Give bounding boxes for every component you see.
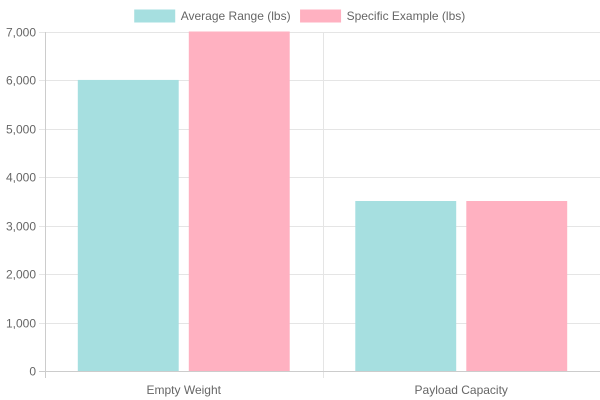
y-tick-label: 2,000 (6, 268, 36, 282)
legend: Average Range (lbs) Specific Example (lbs… (134, 9, 466, 23)
y-tick-label: 7,000 (6, 26, 36, 40)
y-tick-label: 6,000 (6, 74, 36, 88)
legend-label: Average Range (lbs) (181, 9, 291, 23)
y-tick-label: 4,000 (6, 171, 36, 185)
legend-label: Specific Example (lbs) (347, 9, 466, 23)
y-tick-label: 3,000 (6, 220, 36, 234)
legend-swatch (134, 9, 176, 23)
y-tick-label: 5,000 (6, 123, 36, 137)
bar (77, 79, 179, 372)
axes-layer: 0 1,000 2,000 3,000 4,000 5,000 6,000 7,000 Empt… (6, 26, 600, 397)
legend-swatch (300, 9, 342, 23)
bars-layer (77, 31, 568, 372)
y-tick-label: 1,000 (6, 317, 36, 331)
bar (188, 31, 290, 372)
y-tick-label: 0 (29, 365, 36, 379)
bar (466, 201, 568, 372)
x-tick-label: Payload Capacity (415, 383, 508, 397)
bar (355, 201, 457, 372)
x-tick-label: Empty Weight (147, 383, 222, 397)
